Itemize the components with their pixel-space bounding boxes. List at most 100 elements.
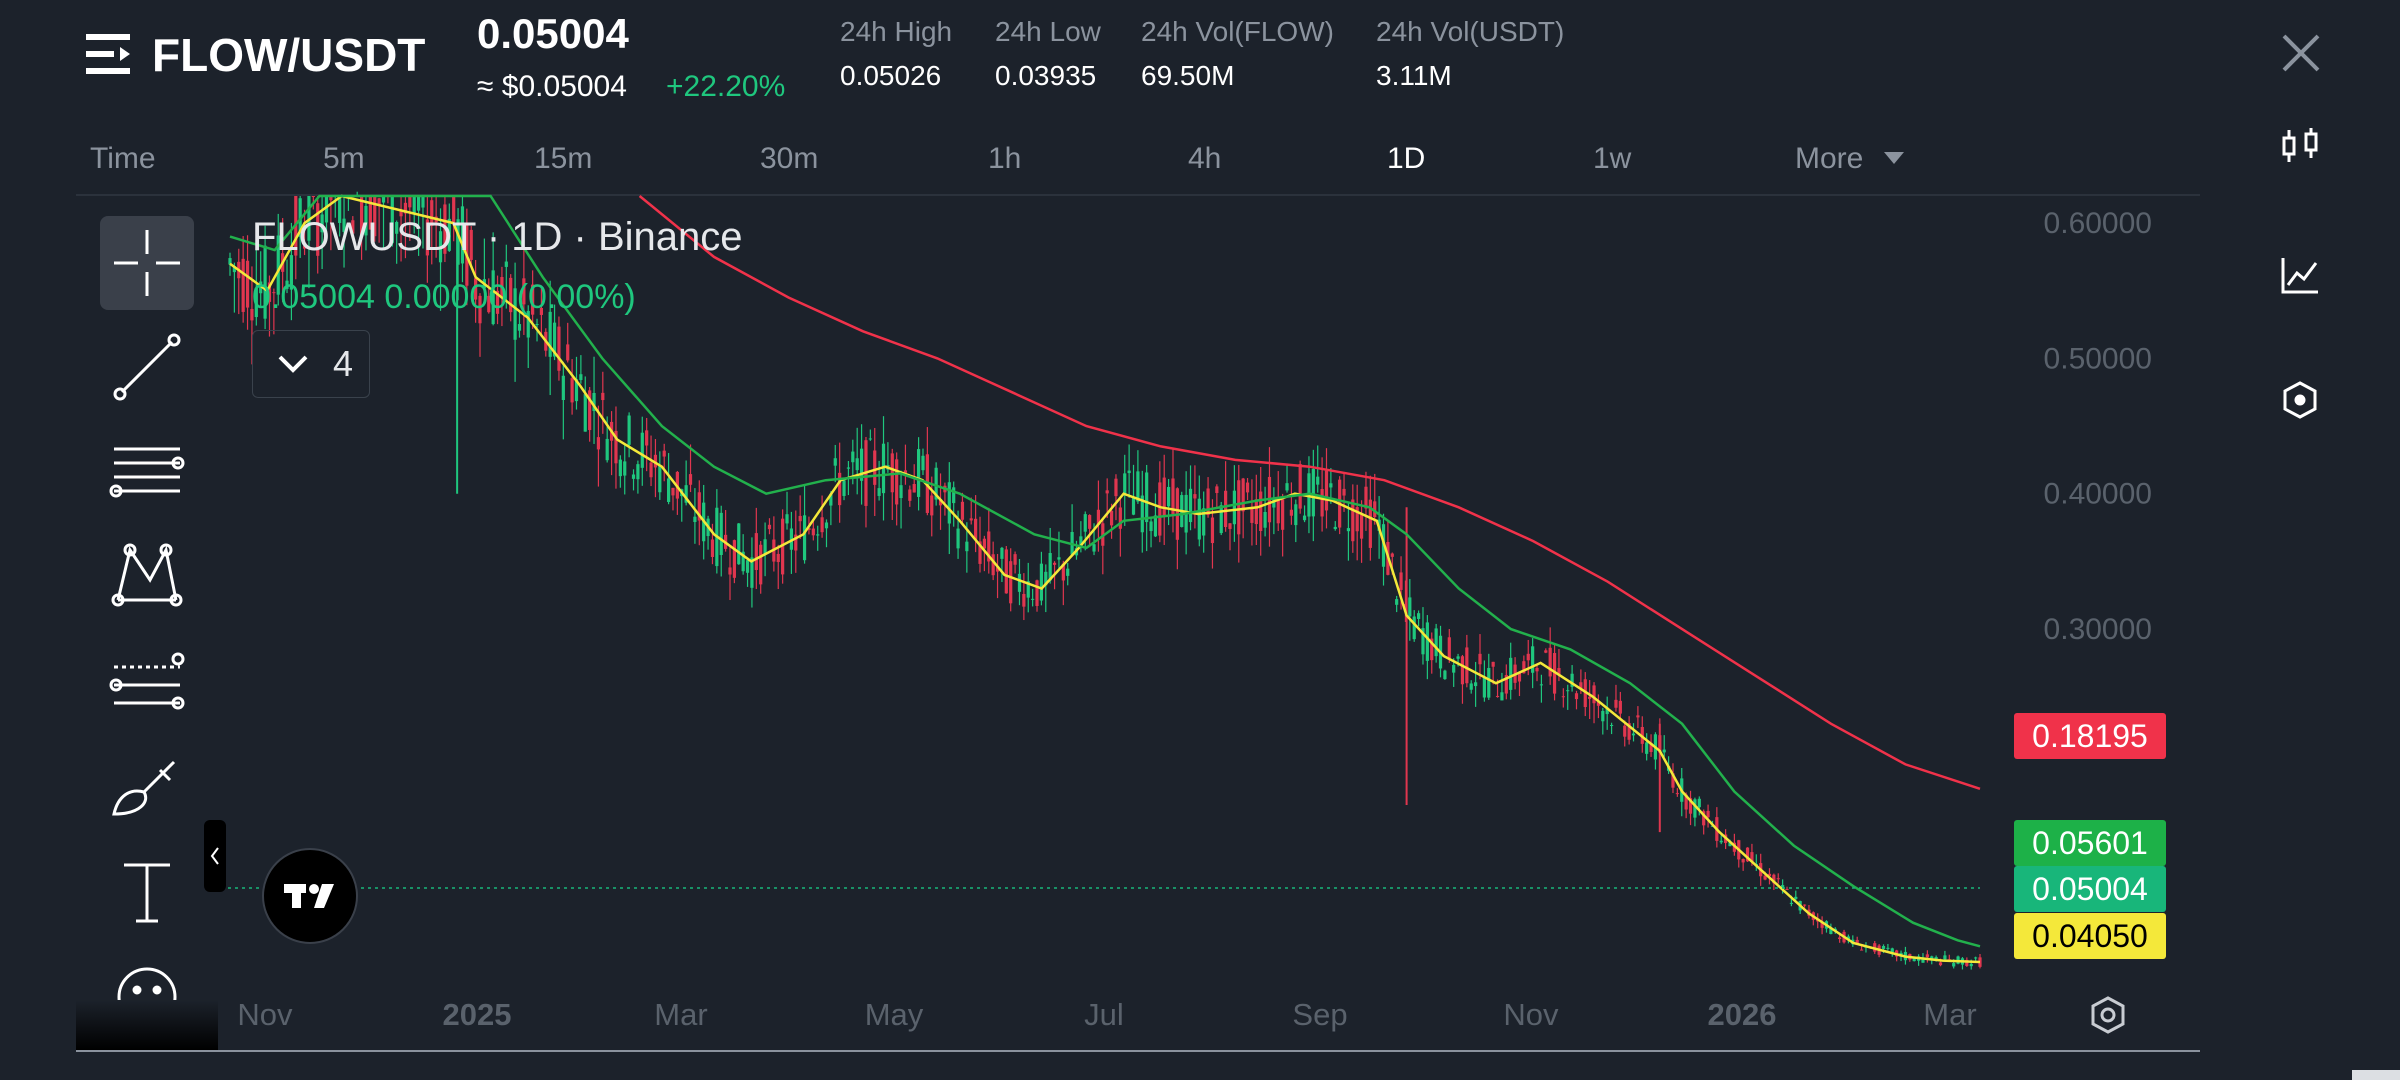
candle-body	[504, 261, 508, 267]
candle-body	[583, 394, 587, 432]
chart-legend-values: 0.05004 0.00000 (0.00%)	[252, 278, 636, 316]
candle-body	[662, 450, 666, 457]
candle-body	[1131, 496, 1136, 515]
candle-body	[522, 278, 526, 305]
candle-body	[1149, 521, 1153, 532]
candle-body	[1408, 597, 1412, 617]
candle-body	[1013, 554, 1017, 565]
candle-body	[618, 459, 622, 477]
candle-body	[272, 292, 276, 294]
candle-body	[829, 493, 833, 506]
ma-mid-line	[229, 194, 1981, 948]
axis-settings-icon[interactable]	[2088, 995, 2128, 1040]
candle-body	[241, 258, 245, 312]
fib-tool[interactable]	[100, 425, 194, 519]
candle-body	[1197, 498, 1201, 540]
candle-body	[513, 288, 517, 340]
stat-high-label: 24h High	[840, 16, 953, 47]
pattern-tool[interactable]	[100, 530, 194, 624]
candle-body	[1745, 847, 1750, 862]
candle-body	[1044, 571, 1048, 586]
candle-body	[1083, 514, 1087, 532]
tab-15m[interactable]: 15m	[534, 142, 593, 175]
forecast-tool[interactable]	[100, 635, 194, 729]
candle-body	[1127, 470, 1131, 474]
candle-body	[789, 528, 794, 550]
bottom-divider	[76, 1050, 2200, 1052]
candle-body	[614, 430, 618, 464]
candle-body	[1719, 840, 1723, 843]
scroll-thumb[interactable]	[2352, 1070, 2400, 1080]
candle-body	[636, 464, 640, 480]
candle-body	[1136, 471, 1140, 502]
candle-body	[1469, 683, 1473, 690]
candle-body	[1272, 498, 1276, 508]
candle-body	[1026, 581, 1030, 598]
tab-5m[interactable]: 5m	[323, 142, 365, 175]
candle-body	[373, 196, 377, 237]
candle-body	[1561, 696, 1565, 698]
tab-1h[interactable]: 1h	[988, 142, 1022, 175]
candle-body	[859, 448, 864, 481]
candle-body	[693, 516, 697, 523]
price-badge-ma-short: 0.04050	[2014, 913, 2166, 959]
tab-30m[interactable]: 30m	[760, 142, 819, 175]
indicator-chart-icon[interactable]	[2280, 255, 2320, 295]
candle-body	[245, 260, 250, 308]
chevron-down-icon[interactable]	[1884, 152, 1904, 171]
candle-body	[1566, 690, 1570, 692]
candle-body	[741, 551, 745, 572]
candle-body	[250, 308, 254, 321]
candle-body	[377, 198, 381, 205]
menu-icon[interactable]	[86, 34, 132, 74]
collapse-toolbar-button[interactable]	[204, 820, 226, 892]
indicator-toggle[interactable]: 4	[252, 330, 370, 398]
candle-body	[1333, 526, 1337, 530]
candle-body	[1609, 724, 1614, 726]
candle-body	[460, 206, 465, 264]
tab-4h[interactable]: 4h	[1188, 142, 1222, 175]
tab-1d[interactable]: 1D	[1387, 142, 1426, 175]
brush-tool[interactable]	[100, 740, 194, 834]
candle-body	[1886, 947, 1890, 949]
ma-short-line	[229, 194, 1981, 964]
candle-body	[425, 219, 429, 256]
candle-body	[1965, 959, 1969, 966]
crosshair-tool[interactable]	[100, 216, 194, 310]
candlestick-icon[interactable]	[2280, 126, 2320, 166]
candle-body	[802, 515, 807, 561]
candle-body	[421, 196, 425, 208]
candle-body	[566, 344, 570, 361]
pair-title[interactable]: FLOW/USDT	[152, 29, 426, 81]
settings-hex-icon[interactable]	[2280, 380, 2320, 420]
candle-body	[995, 567, 1000, 572]
x-tick-label: Mar	[1923, 997, 1976, 1032]
candle-body	[364, 205, 368, 236]
trend-line-icon	[113, 333, 181, 401]
candle-body	[1688, 798, 1693, 814]
candle-body	[1482, 677, 1486, 698]
candle-body	[557, 326, 561, 371]
candle-body	[1526, 653, 1530, 661]
candle-body	[1952, 963, 1956, 967]
tab-time[interactable]: Time	[90, 142, 156, 175]
stat-low-value: 0.03935	[995, 60, 1097, 91]
candle-body	[1241, 478, 1245, 512]
text-tool[interactable]	[100, 845, 194, 939]
candle-body	[1351, 499, 1355, 542]
x-tick-label: Jul	[1084, 997, 1124, 1032]
candle-body	[1263, 511, 1267, 528]
candle-body	[1052, 562, 1057, 565]
candle-body	[1522, 661, 1526, 674]
close-icon[interactable]	[2278, 30, 2324, 76]
candle-body	[487, 295, 491, 313]
candle-body	[1162, 477, 1166, 517]
candle-body	[807, 528, 811, 530]
tab-1w[interactable]: 1w	[1593, 142, 1632, 175]
tab-more[interactable]: More	[1795, 142, 1864, 175]
candle-body	[1346, 528, 1351, 532]
candle-body	[1491, 661, 1495, 667]
trend-line-tool[interactable]	[100, 320, 194, 414]
candle-body	[1324, 470, 1329, 511]
